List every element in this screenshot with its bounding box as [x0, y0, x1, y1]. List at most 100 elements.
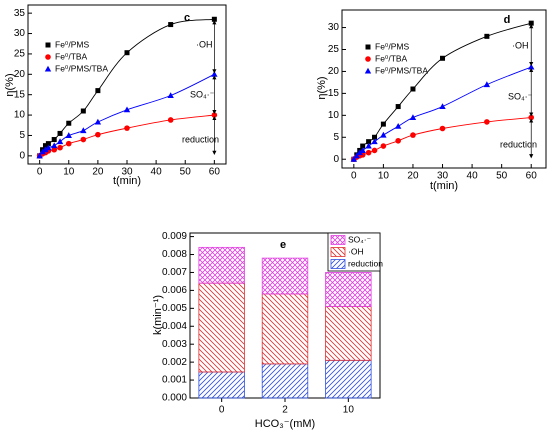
- marker: [365, 142, 372, 149]
- y-tick-label: 0.003: [162, 339, 187, 350]
- marker: [395, 137, 401, 144]
- legend-marker: [44, 65, 52, 72]
- legend-label: Fe⁰/PMS: [375, 41, 409, 51]
- x-tick-label: 60: [209, 167, 221, 178]
- bar-segment: [261, 363, 309, 399]
- y-tick-label: 30: [328, 22, 340, 33]
- marker: [380, 121, 386, 127]
- y-tick-label: 5: [19, 130, 25, 141]
- annotation: ·OH: [512, 40, 529, 50]
- legend-marker: [45, 42, 51, 48]
- y-tick-label: 0.006: [162, 285, 187, 296]
- x-tick-label: 10: [378, 171, 390, 182]
- y-tick-label: 25: [328, 44, 340, 55]
- fit-line: [353, 117, 532, 160]
- bar-segment: [325, 359, 372, 399]
- x-tick-label: 10: [63, 167, 75, 178]
- marker: [371, 147, 378, 154]
- x-tick-label: 50: [180, 167, 192, 178]
- y-tick-label: 25: [14, 49, 26, 60]
- y-tick-label: 15: [328, 88, 340, 99]
- y-tick-label: 0.000: [162, 393, 187, 404]
- marker: [356, 149, 363, 156]
- marker: [410, 86, 416, 92]
- annotation: SO₄·⁻: [508, 91, 533, 101]
- y-tick-label: 0.008: [162, 249, 187, 260]
- marker: [95, 131, 101, 138]
- x-tick-label: 20: [92, 167, 104, 178]
- bar-segment: [198, 246, 245, 284]
- marker: [124, 125, 130, 131]
- y-tick-label: 30: [14, 28, 26, 39]
- bar-segment: [325, 272, 372, 307]
- x-tick-label: 50: [496, 171, 508, 182]
- marker: [66, 120, 72, 126]
- marker: [380, 143, 387, 149]
- legend-swatch: [330, 235, 346, 245]
- y-tick-label: 10: [14, 110, 26, 121]
- legend-label: Fe⁰/PMS: [55, 39, 89, 49]
- marker: [372, 134, 378, 140]
- panel-label: c: [184, 12, 190, 24]
- marker: [65, 132, 72, 138]
- marker: [51, 142, 58, 149]
- x-tick-label: 30: [121, 167, 133, 178]
- legend-marker: [365, 56, 371, 62]
- x-tick-label: 0: [351, 171, 357, 182]
- panel-label: e: [280, 239, 286, 251]
- bar-segment: [261, 257, 309, 295]
- marker: [440, 55, 446, 61]
- marker: [80, 108, 86, 114]
- marker: [211, 112, 218, 118]
- marker: [167, 117, 174, 123]
- marker: [359, 147, 366, 153]
- legend-label: reduction: [348, 258, 383, 268]
- marker: [350, 155, 358, 162]
- x-tick-label: 30: [437, 171, 449, 182]
- annotation: SO₄·⁻: [190, 89, 215, 99]
- marker: [65, 140, 72, 147]
- legend-marker: [365, 44, 371, 50]
- annotation: ·OH: [196, 39, 213, 49]
- y-tick-label: 0.009: [162, 231, 187, 242]
- legend-label: Fe⁰/PMS/TBA: [55, 63, 108, 73]
- y-tick-label: 10: [328, 110, 340, 121]
- marker: [528, 63, 535, 70]
- legend-label: Fe⁰/PMS/TBA: [375, 65, 428, 75]
- marker: [57, 130, 63, 136]
- marker: [94, 118, 102, 125]
- marker: [45, 141, 51, 147]
- panel-label: d: [504, 14, 511, 26]
- bar-segment: [198, 282, 245, 373]
- marker: [80, 136, 87, 143]
- x-axis-label: t(min): [113, 175, 141, 187]
- marker: [168, 22, 174, 28]
- bar-segment: [198, 371, 245, 399]
- marker: [353, 152, 360, 159]
- marker: [167, 92, 174, 99]
- marker: [51, 137, 57, 143]
- y-axis-label: k(min⁻¹): [152, 295, 164, 335]
- y-tick-label: 0: [333, 154, 339, 165]
- marker: [56, 138, 64, 145]
- marker: [484, 33, 490, 39]
- marker: [395, 104, 401, 110]
- y-tick-label: 0.001: [162, 375, 187, 386]
- plot-frame: [341, 9, 547, 169]
- y-tick-label: 0.002: [162, 357, 187, 368]
- marker: [51, 146, 58, 153]
- legend-swatch: [330, 259, 346, 269]
- x-tick-label: 0: [219, 405, 225, 416]
- marker: [42, 143, 48, 149]
- marker: [371, 138, 378, 145]
- y-tick-label: 0.005: [162, 303, 187, 314]
- marker: [409, 114, 417, 121]
- legend-swatch: [330, 247, 346, 257]
- marker: [484, 119, 490, 125]
- legend-label: Fe⁰/TBA: [375, 53, 408, 63]
- marker: [123, 106, 131, 113]
- marker: [439, 125, 446, 132]
- legend-marker: [45, 54, 51, 60]
- marker: [36, 152, 43, 159]
- x-tick-label: 20: [407, 171, 419, 182]
